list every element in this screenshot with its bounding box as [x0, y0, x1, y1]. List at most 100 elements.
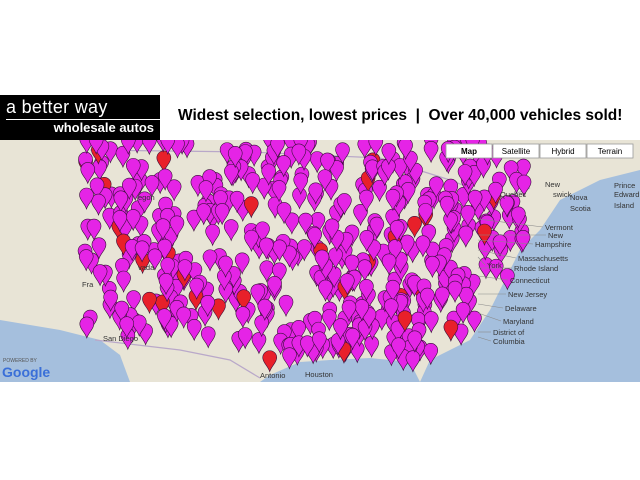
map-pin[interactable] — [214, 203, 230, 226]
map-pin[interactable] — [357, 259, 373, 282]
map-pin[interactable] — [114, 300, 130, 324]
map-pin[interactable] — [200, 295, 216, 318]
map-pin[interactable] — [359, 189, 374, 212]
map-pin[interactable] — [116, 270, 131, 293]
map-pin[interactable] — [477, 223, 492, 246]
map-pin[interactable] — [115, 257, 130, 281]
map-pin[interactable] — [492, 234, 508, 257]
map-pin[interactable] — [169, 215, 185, 238]
map-pin[interactable] — [202, 249, 218, 272]
map-pin[interactable] — [272, 262, 287, 285]
map-pin[interactable] — [320, 152, 335, 175]
map-pin[interactable] — [244, 229, 259, 253]
map-pin[interactable] — [211, 298, 226, 321]
map-pin[interactable] — [443, 319, 459, 342]
map-pin[interactable] — [458, 286, 474, 310]
map-pin[interactable] — [405, 350, 421, 373]
map-pin[interactable] — [467, 189, 483, 213]
map-type-label[interactable]: Hybrid — [551, 147, 574, 156]
map-pin[interactable] — [262, 350, 278, 373]
map-type-button[interactable] — [539, 143, 587, 159]
map-pin[interactable] — [387, 239, 403, 262]
map-pin[interactable] — [235, 306, 251, 329]
map-pin[interactable] — [259, 237, 274, 260]
map-pin[interactable] — [186, 209, 202, 233]
map-pin[interactable] — [511, 206, 526, 229]
map-pin[interactable] — [293, 172, 309, 195]
map-pin[interactable] — [385, 279, 401, 303]
map-pin[interactable] — [144, 175, 160, 198]
map-pin[interactable] — [298, 212, 313, 235]
map-pin[interactable] — [500, 268, 515, 291]
map-pin[interactable] — [423, 141, 439, 164]
map-pin[interactable] — [467, 310, 482, 334]
map-pin[interactable] — [224, 163, 239, 187]
map-pin[interactable] — [223, 219, 239, 242]
map-pin[interactable] — [488, 258, 504, 282]
map-pin[interactable] — [307, 227, 322, 250]
map-pin[interactable] — [439, 195, 455, 219]
map-type-label[interactable]: Terrain — [598, 147, 622, 156]
map-pin[interactable] — [126, 290, 141, 313]
map-pin[interactable] — [359, 279, 374, 302]
map-pin[interactable] — [261, 163, 276, 186]
map-pin[interactable] — [335, 142, 350, 165]
map-pin[interactable] — [516, 158, 531, 182]
map-type-button[interactable] — [492, 143, 540, 159]
map-pin[interactable] — [372, 179, 387, 203]
map-pin[interactable] — [218, 255, 233, 278]
map-pin[interactable] — [121, 177, 137, 200]
map-pin[interactable] — [257, 298, 273, 322]
map-pin[interactable] — [267, 276, 282, 299]
map-pin[interactable] — [447, 280, 463, 304]
map-pin[interactable] — [189, 277, 204, 300]
map-pin[interactable] — [227, 146, 243, 169]
map-pin[interactable] — [78, 249, 94, 272]
map-pin[interactable] — [423, 311, 439, 334]
map-pin[interactable] — [155, 294, 170, 317]
map-pin[interactable] — [455, 302, 471, 325]
map-pin[interactable] — [79, 316, 95, 339]
map-pin[interactable] — [311, 331, 327, 354]
map-pin[interactable] — [250, 283, 266, 307]
map-pin[interactable] — [229, 190, 245, 214]
map-pin[interactable] — [119, 316, 135, 339]
map-pin[interactable] — [434, 286, 450, 309]
map-pin[interactable] — [86, 218, 102, 242]
map-pin[interactable] — [80, 162, 96, 185]
map-pin[interactable] — [237, 327, 253, 350]
map-pin[interactable] — [213, 190, 228, 213]
map-type-button[interactable] — [445, 143, 493, 159]
map-pin[interactable] — [113, 190, 129, 213]
map-pin[interactable] — [282, 347, 297, 370]
map-pin[interactable] — [460, 204, 476, 228]
map-pin[interactable] — [353, 204, 368, 227]
map-pin[interactable] — [166, 179, 182, 202]
map[interactable]: QuebecNewswickPrinceEdwardIslandNovaScot… — [0, 140, 640, 382]
map-pin[interactable] — [245, 172, 260, 195]
map-pin[interactable] — [344, 254, 360, 277]
map-pin[interactable] — [314, 249, 330, 272]
map-pin[interactable] — [418, 203, 433, 226]
map-pin[interactable] — [291, 143, 307, 166]
map-type-button[interactable] — [586, 143, 634, 159]
map-pin[interactable] — [157, 308, 172, 331]
map-pin[interactable] — [398, 140, 413, 161]
map-pin[interactable] — [160, 140, 176, 155]
map-pin[interactable] — [155, 218, 171, 241]
map-pin[interactable] — [236, 289, 252, 312]
map-pin[interactable] — [205, 224, 220, 247]
map-pin[interactable] — [415, 235, 431, 258]
map-pin[interactable] — [198, 180, 214, 203]
map-pin[interactable] — [317, 169, 333, 192]
map-pin[interactable] — [318, 279, 333, 302]
map-pin[interactable] — [244, 196, 259, 219]
map-pin[interactable] — [282, 245, 297, 268]
map-pin[interactable] — [291, 320, 307, 343]
map-pin[interactable] — [359, 230, 375, 253]
map-pin[interactable] — [324, 218, 340, 241]
map-pin[interactable] — [142, 140, 157, 156]
map-pin[interactable] — [407, 330, 423, 353]
map-pin[interactable] — [499, 195, 515, 218]
map-pin[interactable] — [385, 188, 401, 212]
